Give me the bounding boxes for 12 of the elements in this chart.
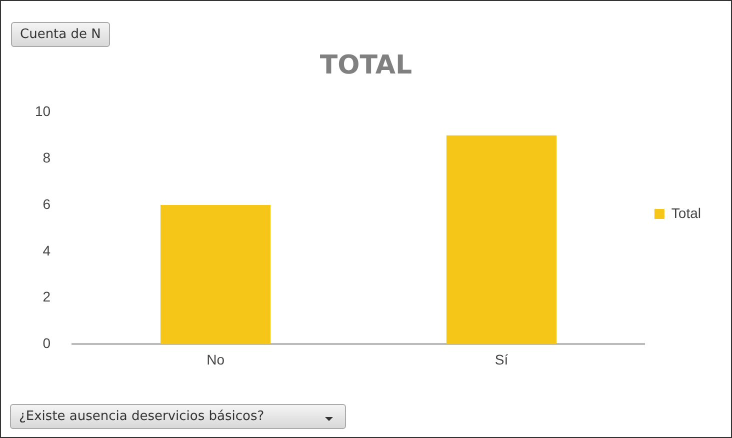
text: Cuenta de N [11, 22, 110, 47]
x-tick-label: No [206, 351, 225, 368]
y-tick-label: 10 [34, 103, 51, 120]
y-tick-label: 0 [42, 335, 51, 352]
chart-title: TOTAL [320, 50, 412, 80]
y-tick-label: 6 [42, 196, 51, 212]
y-tick-label: 8 [42, 149, 51, 166]
legend-label: Total [671, 204, 702, 221]
y-tick-label: 4 [42, 242, 51, 258]
x-tick-label: Sí [494, 351, 508, 368]
y-tick-label: 2 [42, 288, 51, 305]
text: ¿Existe ausencia deservicios básicos? [10, 404, 346, 429]
